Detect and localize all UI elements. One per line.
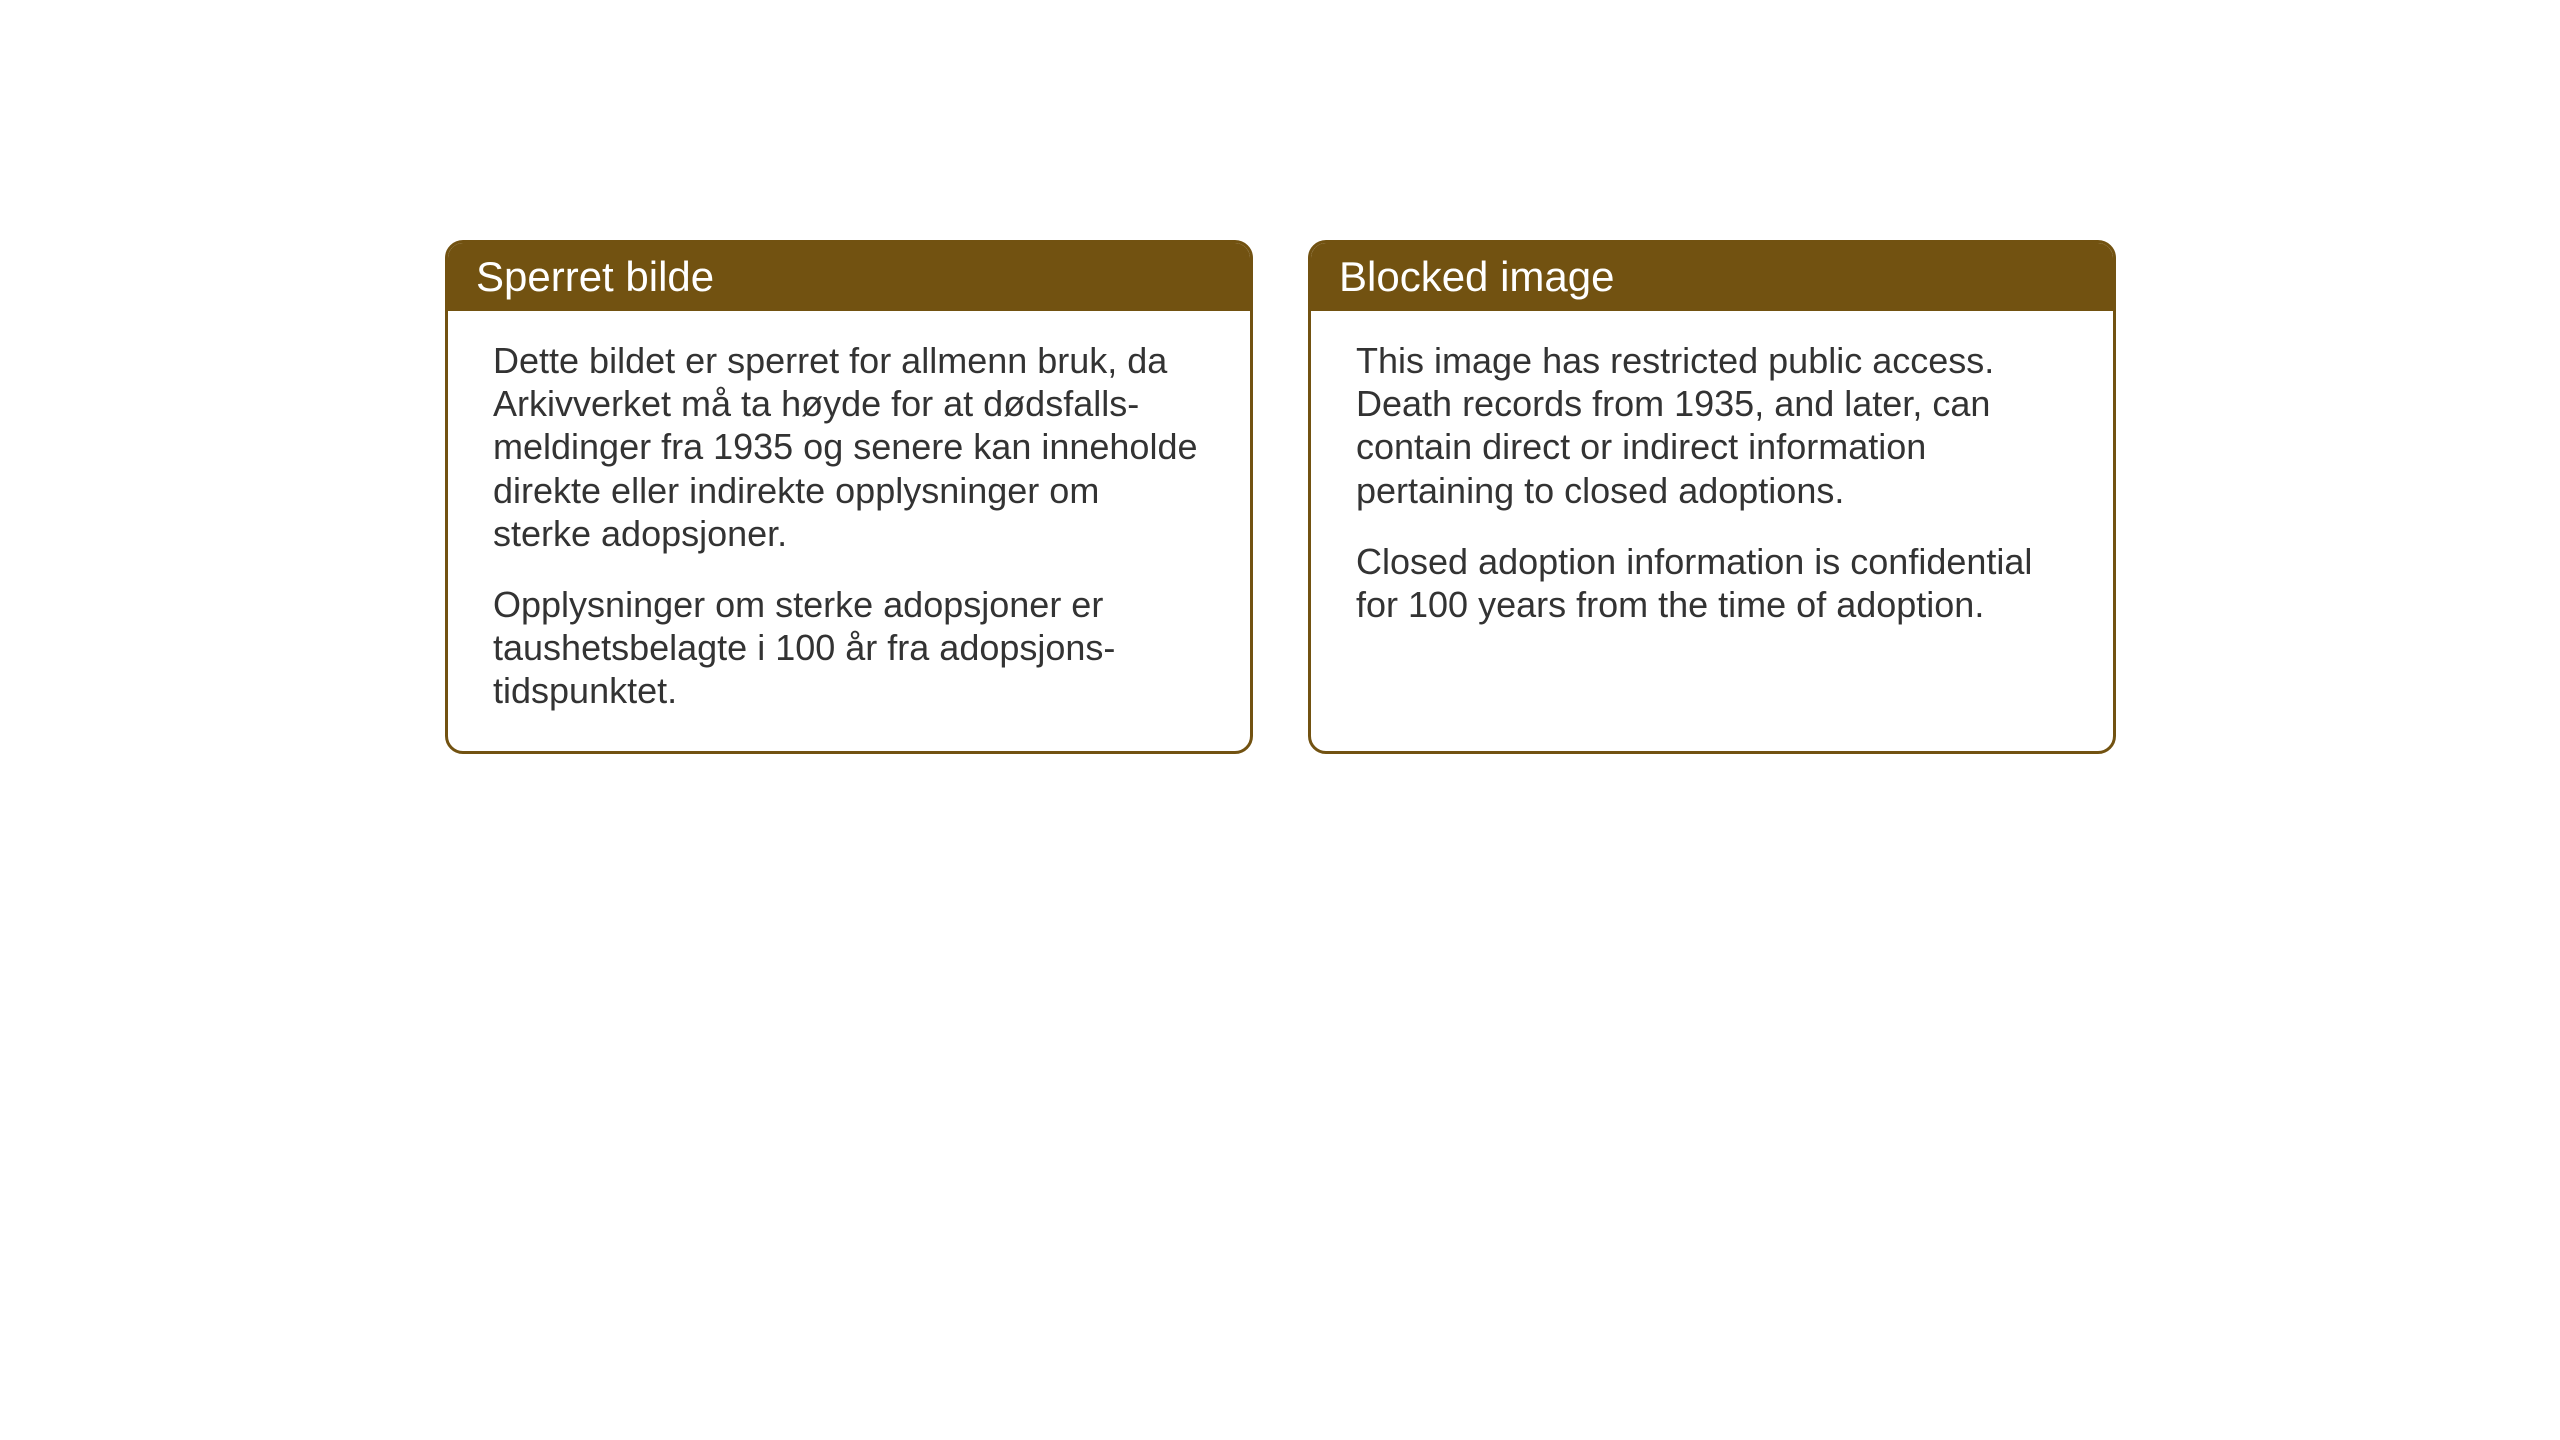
norwegian-paragraph-2: Opplysninger om sterke adopsjoner er tau…: [493, 583, 1205, 713]
notice-container: Sperret bilde Dette bildet er sperret fo…: [445, 240, 2116, 754]
english-paragraph-1: This image has restricted public access.…: [1356, 339, 2068, 512]
norwegian-paragraph-1: Dette bildet er sperret for allmenn bruk…: [493, 339, 1205, 555]
norwegian-card-body: Dette bildet er sperret for allmenn bruk…: [448, 311, 1250, 751]
norwegian-card-title: Sperret bilde: [448, 243, 1250, 311]
norwegian-notice-card: Sperret bilde Dette bildet er sperret fo…: [445, 240, 1253, 754]
english-card-title: Blocked image: [1311, 243, 2113, 311]
english-paragraph-2: Closed adoption information is confident…: [1356, 540, 2068, 626]
english-notice-card: Blocked image This image has restricted …: [1308, 240, 2116, 754]
english-card-body: This image has restricted public access.…: [1311, 311, 2113, 696]
